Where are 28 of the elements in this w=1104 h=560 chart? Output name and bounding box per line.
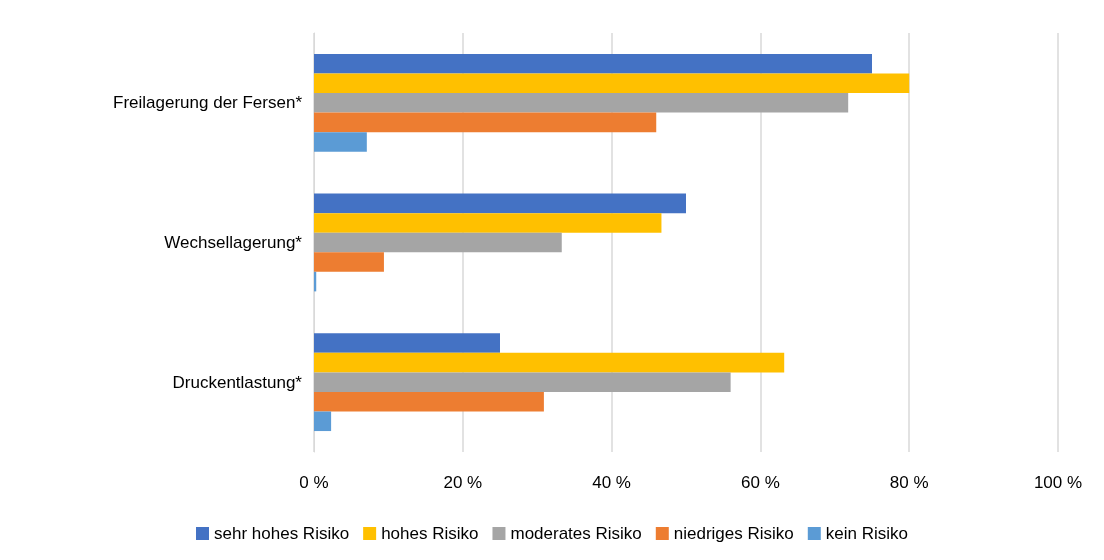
y-tick-label: Druckentlastung* (172, 372, 303, 392)
y-tick-label: Freilagerung der Fersen* (113, 93, 303, 113)
bar (314, 132, 367, 152)
bar (314, 193, 686, 214)
bar (314, 252, 384, 272)
legend-label: niedriges Risiko (673, 524, 794, 543)
x-tick-label: 20 % (443, 473, 483, 492)
x-tick-label: 100 % (1033, 473, 1083, 492)
bar (314, 372, 731, 392)
bar (314, 213, 662, 233)
x-tick-label: 40 % (592, 473, 631, 492)
legend-label: kein Risiko (825, 524, 908, 543)
legend-label: moderates Risiko (510, 524, 642, 543)
x-tick-label: 0 % (299, 473, 329, 492)
legend-label: hohes Risiko (381, 524, 479, 543)
legend-label: sehr hohes Risiko (214, 524, 350, 543)
bar (314, 352, 785, 373)
bar (314, 73, 910, 94)
bar (314, 391, 544, 412)
bar (314, 53, 872, 74)
bar (314, 411, 332, 432)
y-tick-label: Wechsellagerung* (164, 233, 303, 252)
x-tick-label: 60 % (741, 473, 780, 492)
bar (314, 93, 849, 113)
x-tick-label: 80 % (889, 473, 929, 492)
bar (314, 333, 500, 353)
bar (314, 232, 562, 253)
bar (314, 112, 657, 133)
